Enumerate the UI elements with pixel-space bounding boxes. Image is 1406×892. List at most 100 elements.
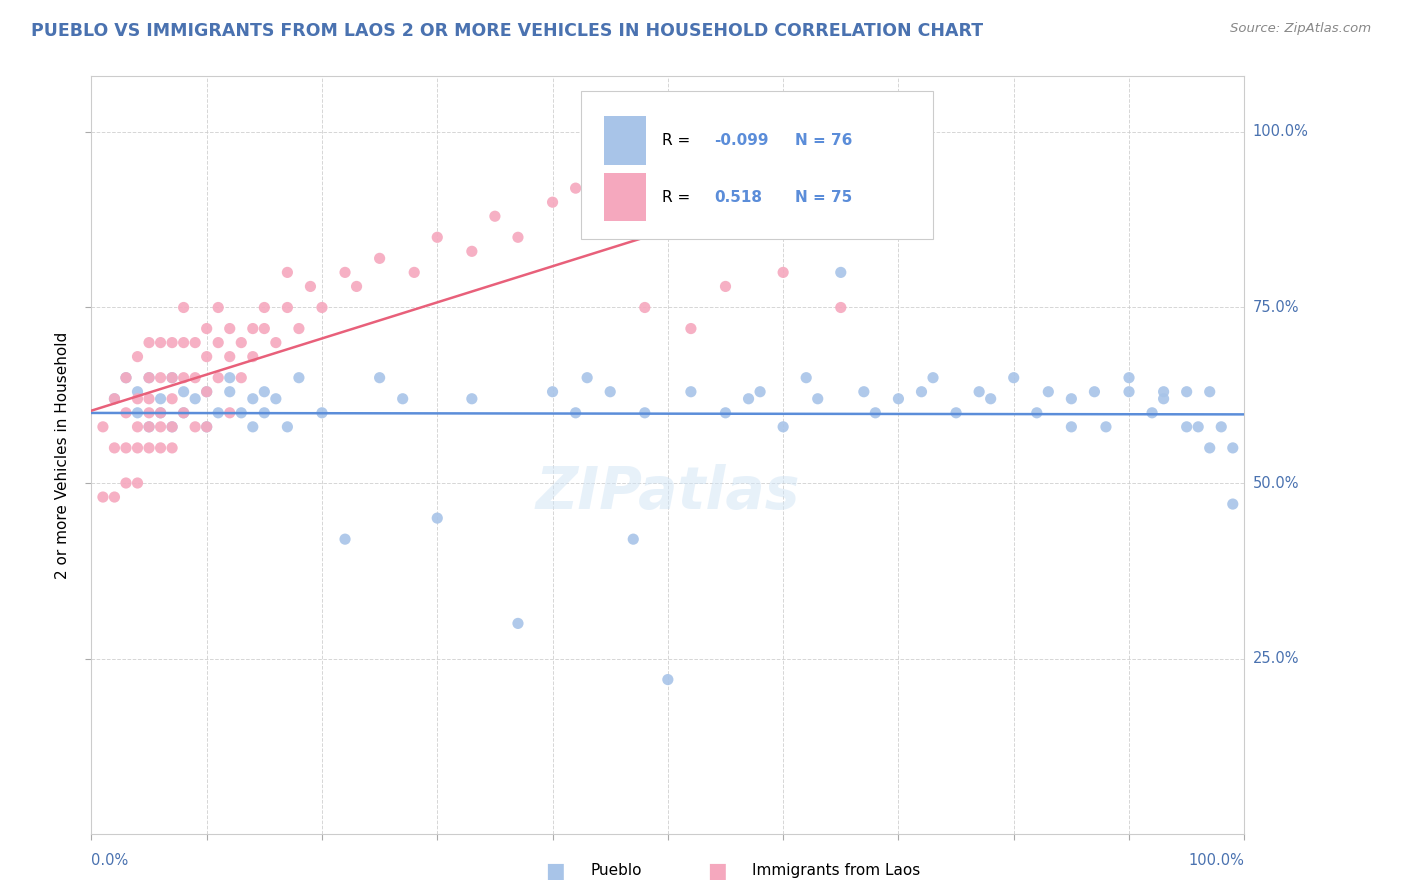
Point [657,673,679,687]
Point [1060,420,1083,434]
Point [1060,392,1083,406]
Point [564,181,586,195]
Point [103,490,125,504]
Text: 50.0%: 50.0% [1253,475,1299,491]
Point [368,370,391,384]
Point [173,370,195,384]
Point [541,384,564,399]
Point [231,370,253,384]
Point [276,301,298,315]
Point [207,301,229,315]
Point [1222,497,1244,511]
Point [115,406,138,420]
Y-axis label: 2 or more Vehicles in Household: 2 or more Vehicles in Household [55,331,70,579]
Point [253,321,276,335]
Point [634,301,657,315]
Point [794,370,817,384]
Text: ■: ■ [707,861,727,880]
Point [127,475,149,490]
Point [1198,384,1220,399]
Text: 0.0%: 0.0% [91,853,128,868]
Point [91,420,114,434]
Point [288,321,311,335]
Text: 0.518: 0.518 [714,190,762,204]
Point [461,392,484,406]
Point [333,265,356,279]
Point [195,384,218,399]
Point [404,265,426,279]
Point [160,441,183,455]
Point [173,384,195,399]
Point [299,279,322,293]
Text: N = 75: N = 75 [794,190,852,204]
Point [138,335,160,350]
Point [346,279,368,293]
Text: N = 76: N = 76 [794,133,852,148]
Point [1083,384,1105,399]
Text: ZIPatlas: ZIPatlas [536,465,800,521]
Point [772,265,794,279]
Point [184,420,207,434]
Point [1222,441,1244,455]
Point [173,301,195,315]
Point [115,441,138,455]
Point [865,406,887,420]
Point [945,406,967,420]
Point [103,441,125,455]
Point [149,406,172,420]
Point [264,392,287,406]
Point [242,321,264,335]
Point [1025,406,1047,420]
Point [276,265,298,279]
Point [184,392,207,406]
Point [91,490,114,504]
Point [242,420,264,434]
Point [967,384,990,399]
Point [231,335,253,350]
Point [737,392,759,406]
Text: -0.099: -0.099 [714,133,769,148]
Point [115,370,138,384]
Point [138,370,160,384]
Point [749,384,772,399]
Point [127,441,149,455]
Point [149,406,172,420]
FancyBboxPatch shape [582,91,934,239]
Point [138,370,160,384]
Point [679,384,702,399]
Point [160,420,183,434]
Point [218,406,240,420]
Point [115,475,138,490]
Point [173,335,195,350]
Point [714,279,737,293]
Point [1153,392,1175,406]
Point [621,532,644,546]
Point [253,384,276,399]
Point [218,384,240,399]
Point [564,406,586,420]
Point [242,350,264,364]
Point [218,370,240,384]
Point [242,392,264,406]
Point [599,384,621,399]
Text: 100.0%: 100.0% [1188,853,1244,868]
Point [1175,420,1198,434]
Point [115,370,138,384]
Text: Source: ZipAtlas.com: Source: ZipAtlas.com [1230,22,1371,36]
Point [1095,420,1118,434]
Point [127,420,149,434]
Point [830,301,852,315]
Point [368,252,391,266]
Text: PUEBLO VS IMMIGRANTS FROM LAOS 2 OR MORE VEHICLES IN HOUSEHOLD CORRELATION CHART: PUEBLO VS IMMIGRANTS FROM LAOS 2 OR MORE… [31,22,983,40]
Point [160,370,183,384]
Point [1038,384,1060,399]
Point [218,321,240,335]
FancyBboxPatch shape [605,173,645,221]
Point [138,441,160,455]
Text: Immigrants from Laos: Immigrants from Laos [752,863,921,878]
Point [288,370,311,384]
Point [149,335,172,350]
Point [160,370,183,384]
Point [887,392,910,406]
Point [149,392,172,406]
